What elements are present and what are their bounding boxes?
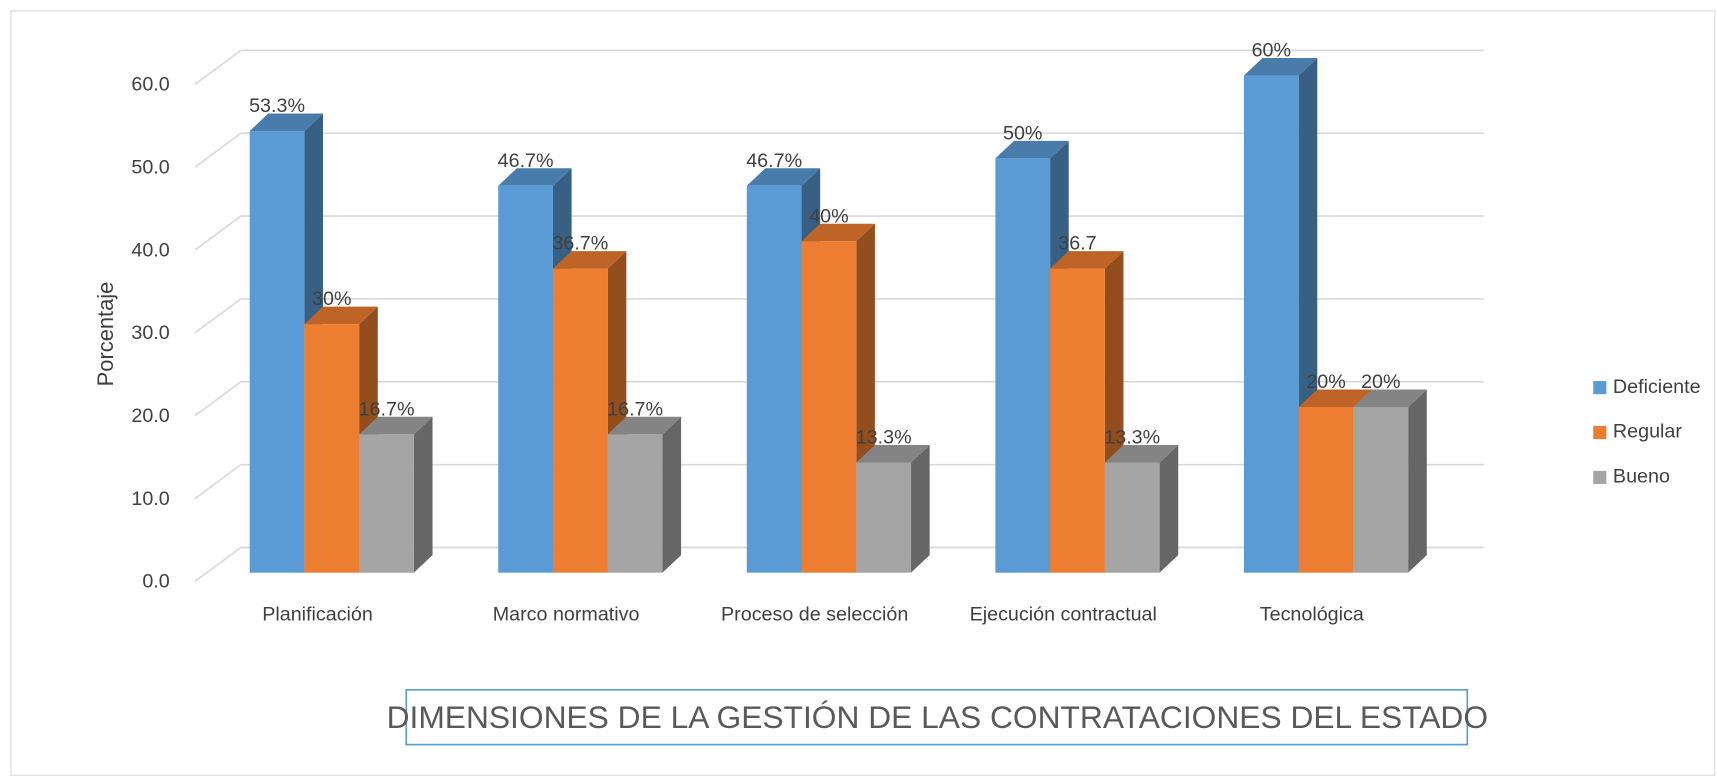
grid-line-side bbox=[194, 463, 242, 500]
data-label: 46.7% bbox=[746, 150, 802, 172]
grid-line-side bbox=[194, 49, 242, 85]
legend-label: Deficiente bbox=[1613, 376, 1701, 398]
grid-line-side bbox=[194, 298, 242, 334]
bar-top bbox=[1298, 389, 1373, 407]
legend-swatch bbox=[1593, 470, 1607, 484]
bar bbox=[359, 434, 414, 573]
bar-top bbox=[607, 416, 682, 435]
bar bbox=[1353, 406, 1409, 573]
bar bbox=[856, 462, 912, 573]
bar-top bbox=[304, 306, 378, 325]
chart-border bbox=[10, 10, 1716, 776]
data-label: 36.7 bbox=[1058, 233, 1096, 255]
legend-swatch bbox=[1593, 425, 1607, 440]
data-label: 16.7% bbox=[359, 398, 415, 420]
x-tick-label: Marco normativo bbox=[493, 604, 640, 626]
data-label: 13.3% bbox=[856, 427, 912, 449]
x-tick-label: Proceso de selección bbox=[721, 604, 908, 626]
y-axis-label: Porcentaje bbox=[93, 282, 118, 387]
bar bbox=[1243, 75, 1299, 573]
y-tick-label: 50.0 bbox=[131, 156, 169, 178]
bar-top bbox=[746, 168, 821, 186]
bar bbox=[1050, 268, 1105, 573]
y-tick-label: 40.0 bbox=[131, 239, 169, 261]
bar bbox=[607, 434, 663, 573]
data-label: 20% bbox=[1306, 371, 1345, 393]
chart-title: DIMENSIONES DE LA GESTIÓN DE LAS CONTRAT… bbox=[387, 699, 1488, 735]
bar-top bbox=[801, 223, 875, 242]
data-label: 13.3% bbox=[1104, 427, 1160, 449]
data-label: 50% bbox=[1003, 123, 1042, 145]
y-tick-label: 60.0 bbox=[131, 74, 169, 96]
bar-top bbox=[249, 113, 324, 132]
x-tick-label: Planificación bbox=[262, 604, 373, 626]
data-label: 36.7% bbox=[552, 233, 608, 255]
bar bbox=[995, 158, 1051, 573]
bar-top bbox=[1353, 389, 1427, 407]
grid-line-side bbox=[194, 132, 242, 168]
data-label: 60% bbox=[1252, 40, 1291, 62]
bar-top bbox=[995, 140, 1069, 159]
data-label: 16.7% bbox=[607, 398, 663, 420]
bar bbox=[304, 324, 360, 573]
y-tick-label: 0.0 bbox=[142, 571, 169, 593]
bar-side bbox=[413, 416, 433, 573]
bar bbox=[1298, 406, 1354, 573]
bar-side bbox=[1408, 389, 1427, 573]
bar bbox=[1104, 462, 1160, 573]
data-label: 53.3% bbox=[249, 95, 305, 117]
bar-top bbox=[1104, 444, 1179, 463]
data-label: 30% bbox=[312, 288, 351, 310]
data-label: 46.7% bbox=[498, 150, 554, 172]
bar-top bbox=[1243, 58, 1318, 76]
bar-side bbox=[1159, 444, 1179, 573]
x-tick-label: Ejecución contractual bbox=[970, 604, 1157, 626]
bar bbox=[552, 268, 608, 573]
x-tick-label: Tecnológica bbox=[1260, 604, 1364, 626]
data-label: 20% bbox=[1361, 371, 1400, 393]
bar bbox=[746, 185, 802, 573]
grid-line-side bbox=[194, 546, 242, 583]
bar-top bbox=[1050, 251, 1124, 269]
y-tick-label: 20.0 bbox=[131, 405, 169, 427]
bar bbox=[801, 241, 857, 573]
legend-label: Regular bbox=[1613, 421, 1682, 443]
legend-swatch bbox=[1593, 381, 1607, 395]
bar-side bbox=[662, 416, 682, 573]
grid-line-side bbox=[194, 381, 242, 417]
bar-side bbox=[911, 444, 930, 573]
bar-top bbox=[359, 416, 433, 435]
bar-top bbox=[552, 251, 627, 269]
bar bbox=[249, 131, 305, 573]
legend-label: Bueno bbox=[1613, 466, 1670, 488]
data-label: 40% bbox=[809, 205, 848, 227]
y-tick-label: 30.0 bbox=[131, 322, 169, 344]
bar-top bbox=[498, 168, 572, 186]
grid-line-side bbox=[194, 215, 242, 251]
y-tick-label: 10.0 bbox=[131, 488, 169, 510]
bar-top bbox=[856, 444, 930, 463]
bar bbox=[498, 185, 553, 573]
title-box bbox=[405, 689, 1469, 746]
